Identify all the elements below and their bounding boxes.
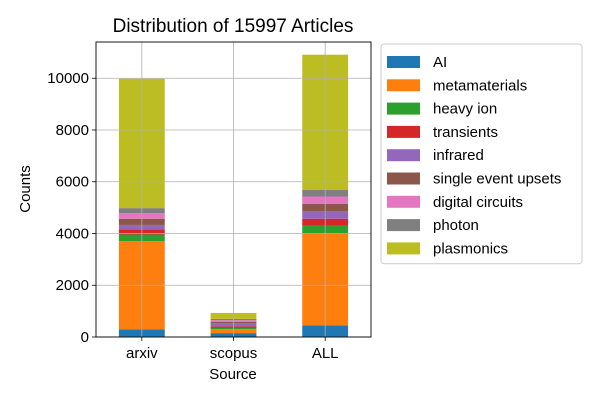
y-tick-label: 2000 [56, 277, 89, 294]
legend-label: infrared [433, 147, 484, 164]
chart-title: Distribution of 15997 Articles [113, 16, 354, 37]
legend-swatch [387, 79, 420, 92]
axes [92, 41, 372, 341]
legend-frame [380, 43, 583, 265]
plot-frame [95, 41, 372, 338]
legend-label: heavy ion [433, 101, 497, 118]
legend-swatch [387, 56, 420, 68]
legend-swatch [387, 149, 420, 162]
x-axis-label: Source [209, 366, 257, 383]
y-tick-label: 8000 [56, 122, 89, 139]
legend-label: digital circuits [433, 194, 523, 211]
x-tick-label: scopus [210, 345, 258, 362]
legend-swatch [387, 242, 420, 255]
tick-labels: 0 2000 4000 6000 8000 10000 arxiv scopus ALL [47, 70, 338, 362]
legend-swatch [387, 172, 420, 185]
legend-label: single event upsets [433, 171, 561, 188]
legend-swatch [387, 219, 420, 232]
legend-label: plasmonics [433, 240, 508, 257]
legend-swatch [387, 125, 420, 138]
y-tick-label: 6000 [56, 174, 89, 191]
legend-label: metamaterials [433, 77, 527, 94]
legend-swatch [387, 195, 420, 208]
y-tick-label: 4000 [56, 225, 89, 242]
legend-label: AI [433, 54, 447, 71]
legend: AI metamaterials heavy ion transients infrar… [380, 43, 583, 265]
legend-label: photon [433, 217, 479, 234]
y-axis-label: Counts [17, 165, 34, 213]
x-tick-label: arxiv [126, 345, 158, 362]
y-tick-label: 10000 [47, 70, 89, 87]
legend-label: transients [433, 124, 498, 141]
legend-swatch [387, 102, 420, 115]
x-tick-label: ALL [312, 345, 339, 362]
y-tick-label: 0 [81, 329, 89, 346]
